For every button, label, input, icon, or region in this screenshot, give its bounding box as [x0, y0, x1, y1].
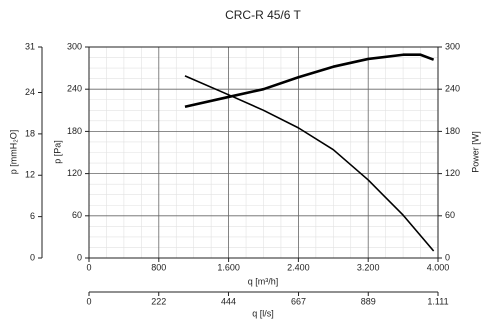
x2-tick-label: 889 — [361, 296, 376, 306]
y-axis-label: p [Pa] — [52, 140, 62, 164]
y-tick-label: 240 — [67, 84, 82, 94]
y3-tick-label: 6 — [30, 211, 35, 221]
y3-tick-label: 31 — [25, 41, 35, 51]
y2-tick-label: 240 — [445, 84, 460, 94]
x-tick-label: 3.200 — [357, 262, 380, 272]
y3-tick-label: 24 — [25, 87, 35, 97]
y-tick-label: 180 — [67, 126, 82, 136]
x2-tick-label: 1.111 — [427, 296, 448, 306]
curve — [184, 75, 435, 252]
x2-tick-label: 667 — [291, 296, 306, 306]
x-tick-label: 1.600 — [217, 262, 240, 272]
y3-tick-label: 0 — [30, 252, 35, 262]
x-tick-label: 2.400 — [287, 262, 310, 272]
y2-tick-label: 0 — [445, 252, 450, 262]
curve — [184, 53, 435, 109]
y2-tick-label: 180 — [445, 126, 460, 136]
x2-tick-label: 222 — [151, 296, 166, 306]
y-tick-label: 0 — [77, 252, 82, 262]
y-tick-label: 300 — [67, 41, 82, 51]
x-tick-label: 4.000 — [427, 262, 450, 272]
y-tick-label: 120 — [67, 168, 82, 178]
x2-tick-label: 0 — [86, 296, 91, 306]
y3-tick-label: 18 — [25, 128, 35, 138]
x-axis-label: q [m³/h] — [248, 276, 279, 286]
y2-tick-label: 300 — [445, 41, 460, 51]
y2-axis-label: Power [W] — [470, 131, 480, 173]
y3-axis-label: p [mmH₂O] — [8, 130, 18, 175]
x-tick-label: 800 — [151, 262, 166, 272]
y2-tick-label: 120 — [445, 168, 460, 178]
plot-frame — [88, 46, 439, 259]
x2-tick-label: 444 — [221, 296, 236, 306]
x2-axis-label: q [l/s] — [252, 308, 274, 318]
y3-tick-label: 12 — [25, 170, 35, 180]
x-tick-label: 0 — [86, 262, 91, 272]
y2-tick-label: 60 — [445, 210, 455, 220]
chart-title: CRC-R 45/6 T — [225, 8, 301, 22]
y-tick-label: 60 — [72, 210, 82, 220]
